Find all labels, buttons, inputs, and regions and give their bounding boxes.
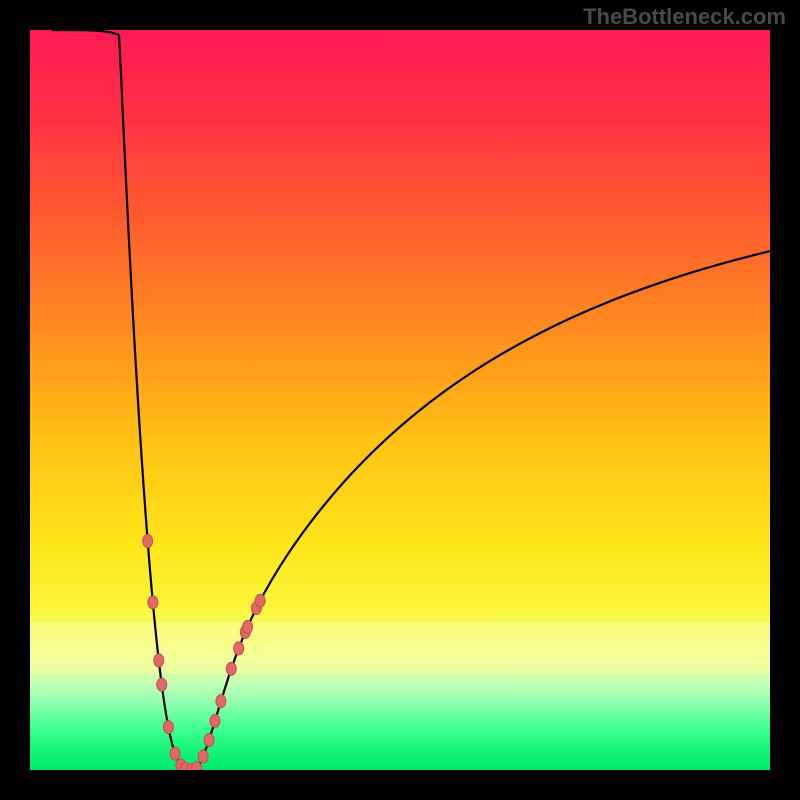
marker-point [210, 714, 220, 727]
marker-point [143, 535, 153, 548]
marker-point [163, 721, 173, 734]
marker-point [234, 642, 244, 655]
marker-point [255, 594, 265, 607]
marker-point [154, 654, 164, 667]
marker-point [204, 734, 214, 747]
marker-point [226, 662, 236, 675]
marker-point [170, 747, 180, 760]
marker-point [198, 750, 208, 763]
marker-point [157, 678, 167, 691]
chart-svg [0, 0, 800, 800]
marker-point [216, 695, 226, 708]
chart-root: TheBottleneck.com [0, 0, 800, 800]
marker-point [243, 620, 253, 633]
highlight-band [30, 622, 770, 674]
watermark-text: TheBottleneck.com [583, 4, 786, 30]
marker-point [148, 596, 158, 609]
